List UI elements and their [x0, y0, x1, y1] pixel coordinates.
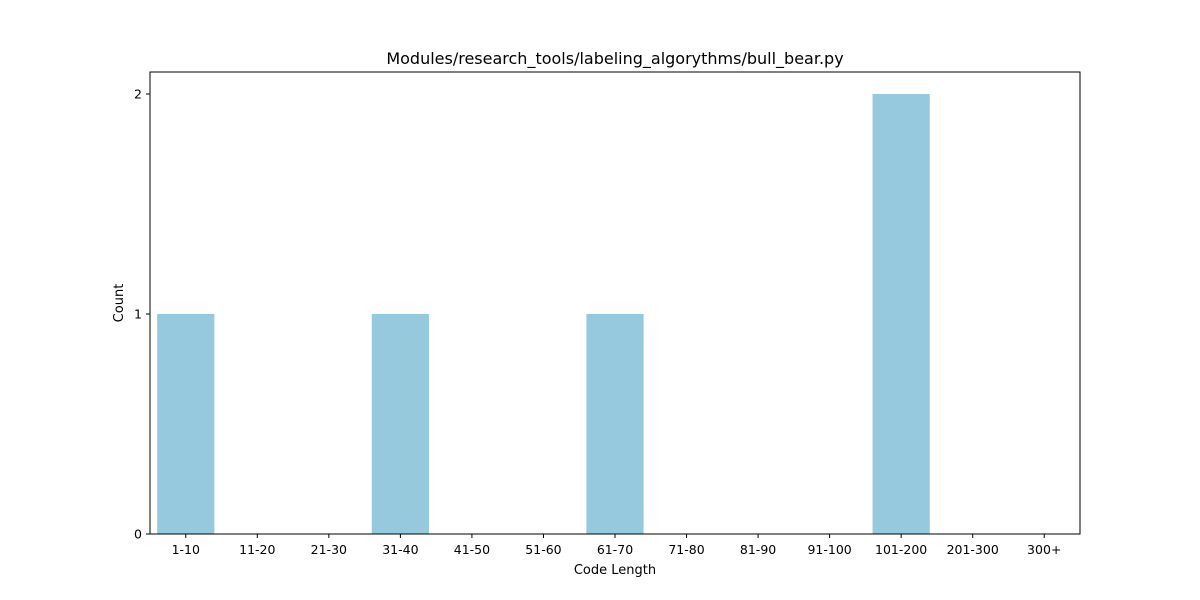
y-axis-ticks: 0 1 2: [134, 87, 150, 542]
chart-title: Modules/research_tools/labeling_algoryth…: [386, 49, 843, 69]
x-tick-label: 71-80: [668, 542, 704, 557]
x-tick-label: 51-60: [525, 542, 561, 557]
y-tick-label: 1: [134, 307, 142, 322]
x-tick-label: 81-90: [740, 542, 776, 557]
x-tick-label: 1-10: [172, 542, 200, 557]
x-axis-label: Code Length: [574, 563, 656, 578]
x-tick-label: 11-20: [239, 542, 275, 557]
bar-61-70: [586, 314, 644, 534]
x-axis-ticks: 1-10 11-20 21-30 31-40 41-50 51-60 61-70 71-80 8…: [172, 534, 1061, 557]
x-tick-label: 101-200: [875, 542, 927, 557]
y-axis-label: Count: [112, 284, 127, 323]
x-tick-label: 91-100: [807, 542, 851, 557]
x-tick-label: 31-40: [382, 542, 418, 557]
bar-101-200: [872, 94, 930, 534]
y-tick-label: 2: [134, 87, 142, 102]
x-tick-label: 41-50: [454, 542, 490, 557]
x-tick-label: 201-300: [947, 542, 999, 557]
bar-31-40: [371, 314, 429, 534]
x-tick-label: 21-30: [311, 542, 347, 557]
y-tick-label: 0: [134, 527, 142, 542]
x-tick-label: 61-70: [597, 542, 633, 557]
x-tick-label: 300+: [1027, 542, 1061, 557]
bars-group: [157, 94, 930, 534]
bar-1-10: [157, 314, 215, 534]
